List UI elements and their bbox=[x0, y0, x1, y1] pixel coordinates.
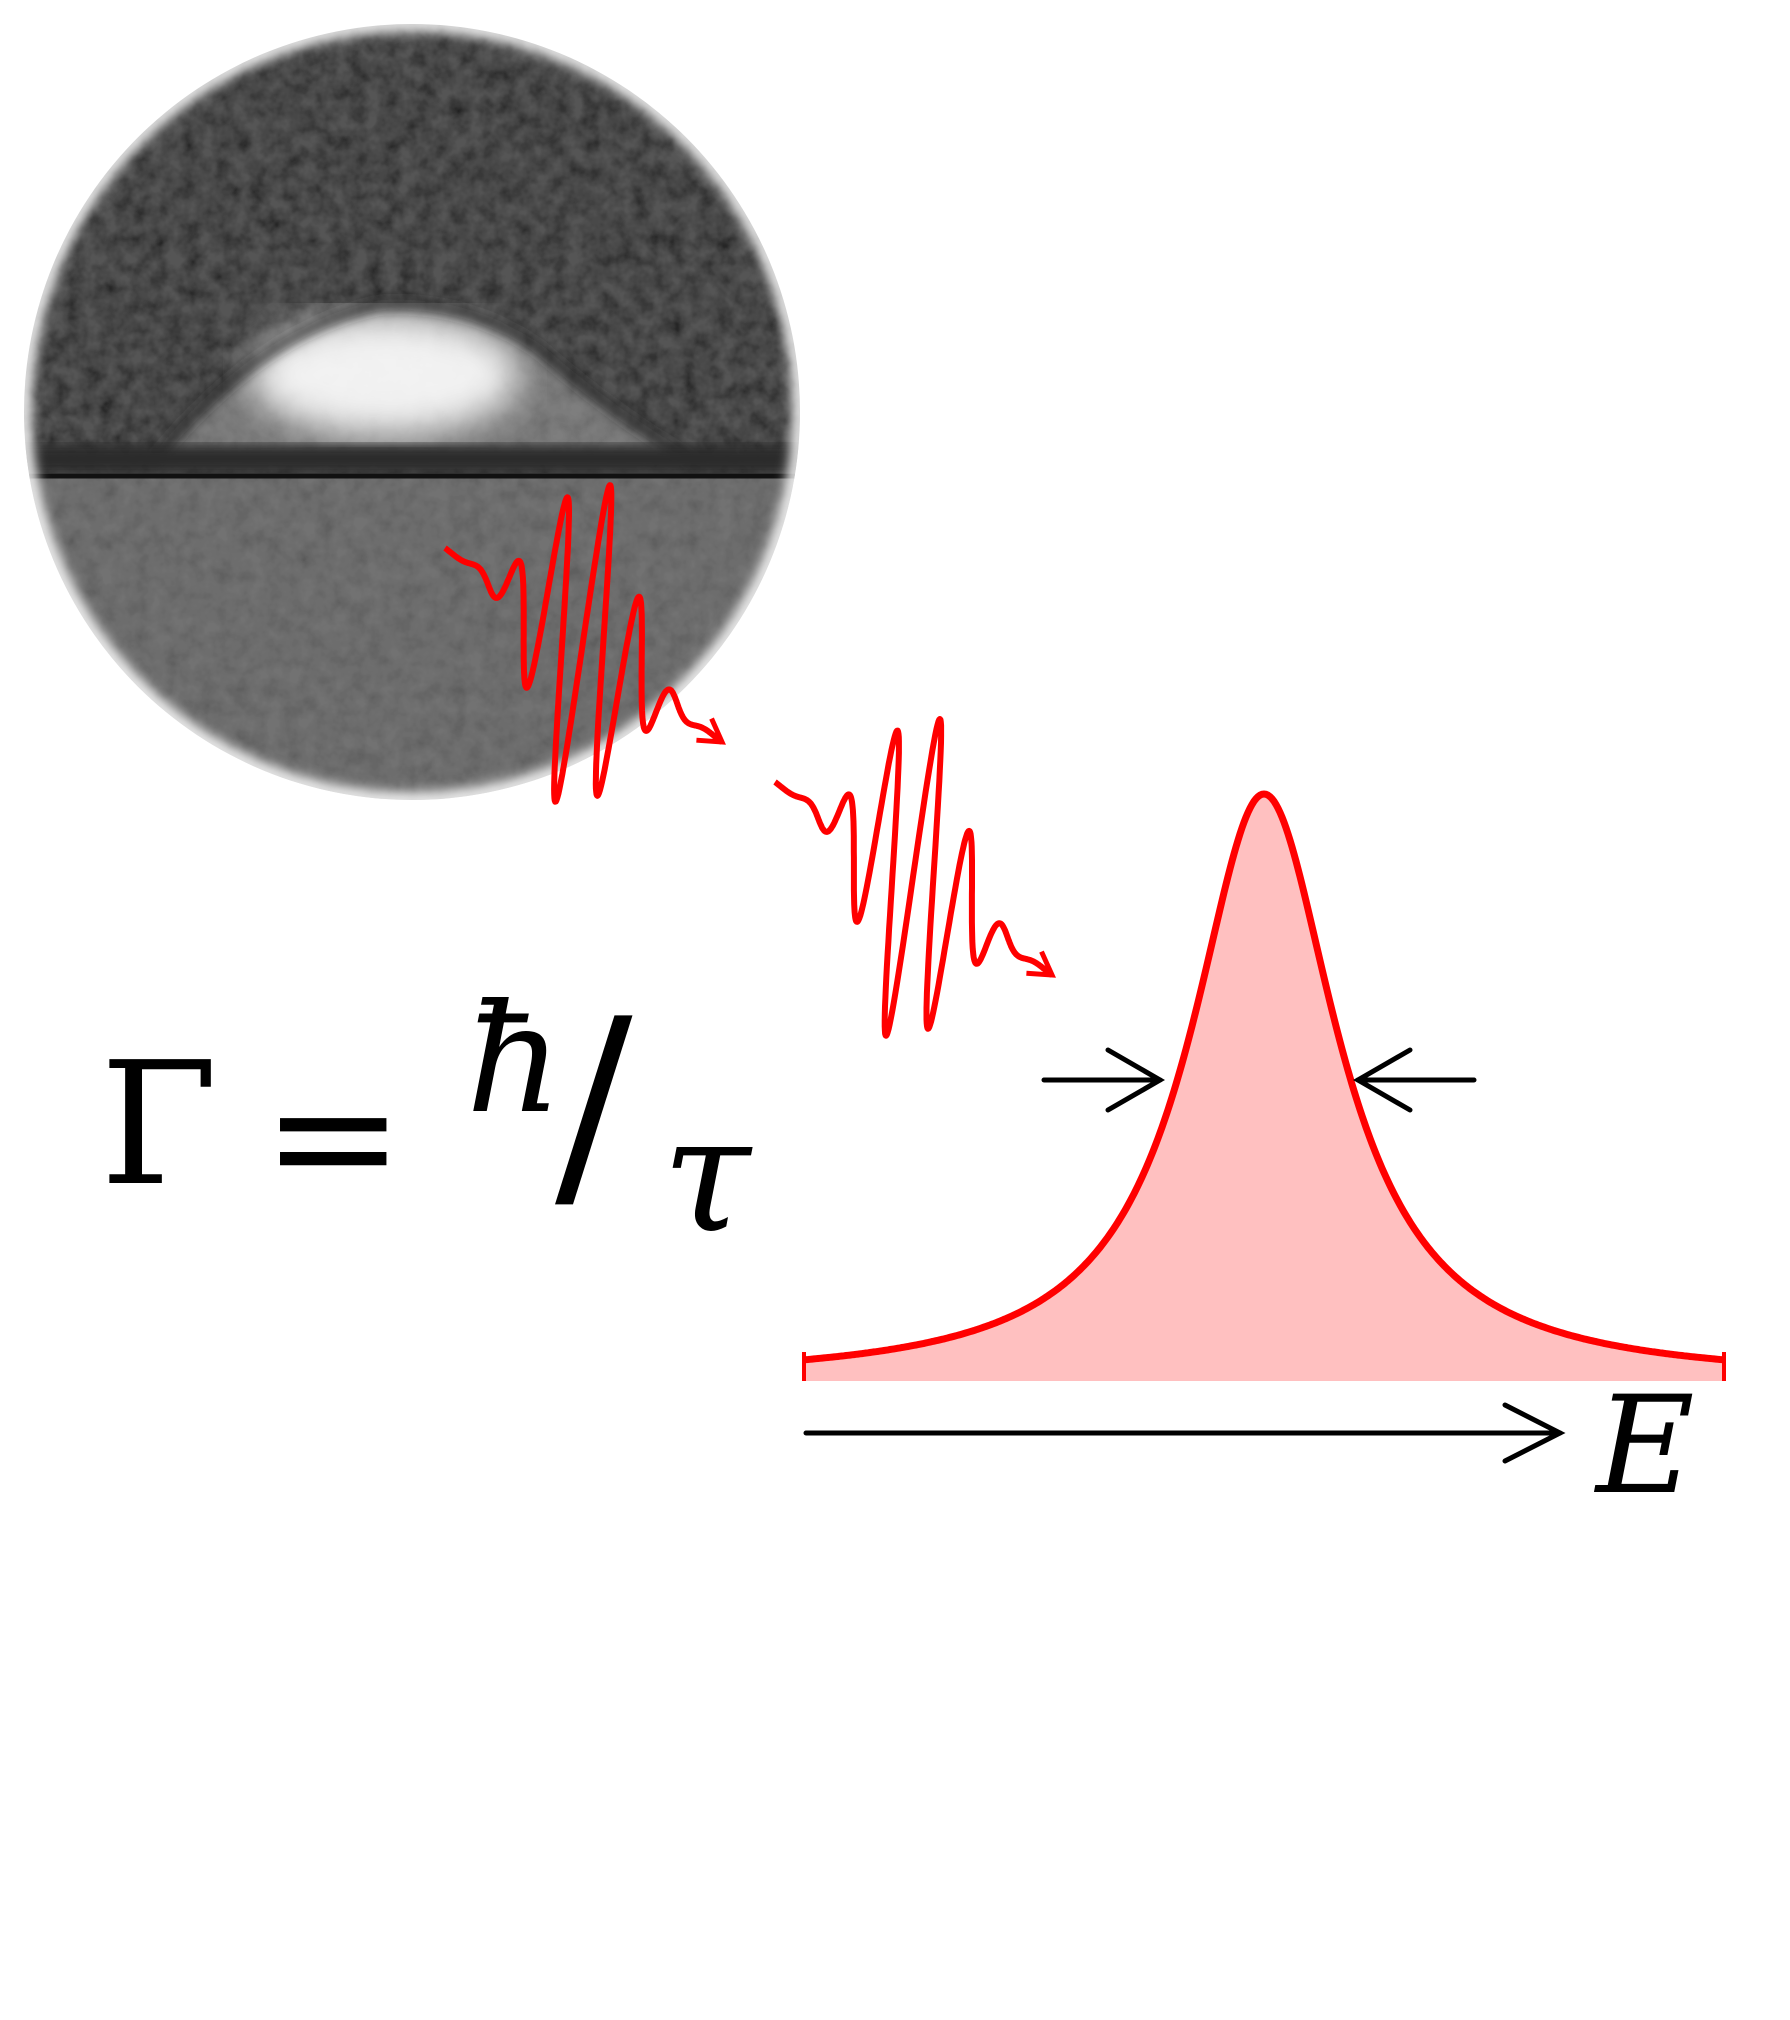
peak-curve bbox=[803, 790, 1725, 1364]
formula-equals: = bbox=[262, 1038, 405, 1236]
photon-wave-packets bbox=[442, 482, 1056, 1039]
wave-path bbox=[442, 482, 725, 805]
wave-arrowhead-icon bbox=[696, 717, 726, 745]
lorentzian-peak bbox=[802, 790, 1726, 1381]
energy-axis-arrow bbox=[803, 1402, 1566, 1464]
peak-fill bbox=[804, 794, 1724, 1381]
formula-gamma: Γ bbox=[100, 1026, 218, 1224]
micrograph-edge bbox=[17, 17, 807, 807]
wave-packet-2 bbox=[772, 716, 1056, 1039]
droplet-micrograph bbox=[24, 24, 800, 800]
wave-packet-1 bbox=[442, 482, 726, 805]
formula-slash: / bbox=[555, 971, 633, 1238]
formula-tau: τ bbox=[662, 1081, 751, 1268]
width-arrow-left-icon bbox=[1041, 1047, 1166, 1113]
width-arrow-right-icon bbox=[1352, 1047, 1477, 1113]
energy-axis-label: E bbox=[1596, 1367, 1695, 1524]
wave-arrowhead-icon bbox=[1026, 950, 1056, 978]
formula-hbar: ħ bbox=[466, 973, 563, 1147]
wave-path bbox=[772, 716, 1055, 1039]
